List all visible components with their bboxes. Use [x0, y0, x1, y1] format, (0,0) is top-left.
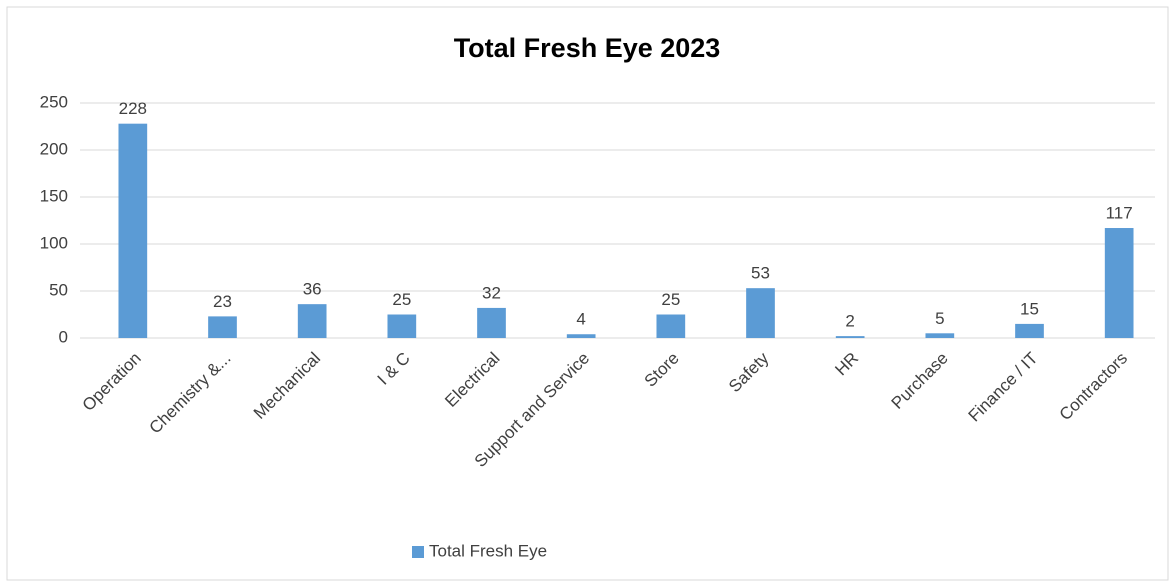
data-label: 32: [482, 283, 501, 302]
y-tick-label: 100: [40, 233, 68, 252]
bar: [1104, 228, 1134, 338]
data-label: 53: [751, 264, 770, 283]
bar: [477, 307, 506, 338]
bar: [746, 288, 775, 338]
bar: [656, 314, 686, 338]
chart-title: Total Fresh Eye 2023: [454, 33, 721, 63]
bar: [566, 334, 596, 338]
data-label: 25: [661, 290, 680, 309]
data-label: 23: [213, 292, 232, 311]
y-tick-label: 150: [40, 186, 68, 205]
legend-label: Total Fresh Eye: [429, 541, 547, 560]
bar: [208, 316, 237, 338]
legend-swatch: [412, 546, 424, 558]
chart-border: [6, 6, 1169, 581]
y-tick-label: 0: [59, 327, 68, 346]
bar: [297, 304, 327, 338]
bar: [925, 333, 955, 338]
y-tick-label: 200: [40, 139, 68, 158]
bar: [1015, 323, 1044, 338]
data-label: 15: [1020, 299, 1039, 318]
bar: [118, 123, 148, 339]
data-label: 117: [1106, 204, 1133, 223]
y-tick-label: 250: [40, 92, 68, 111]
data-label: 25: [392, 290, 411, 309]
data-label: 4: [576, 310, 585, 329]
data-label: 5: [935, 309, 944, 328]
bar: [835, 336, 865, 338]
data-label: 2: [845, 312, 854, 331]
bar: [387, 314, 417, 338]
y-tick-label: 50: [49, 280, 68, 299]
data-label: 228: [119, 99, 147, 118]
data-label: 36: [303, 280, 322, 299]
